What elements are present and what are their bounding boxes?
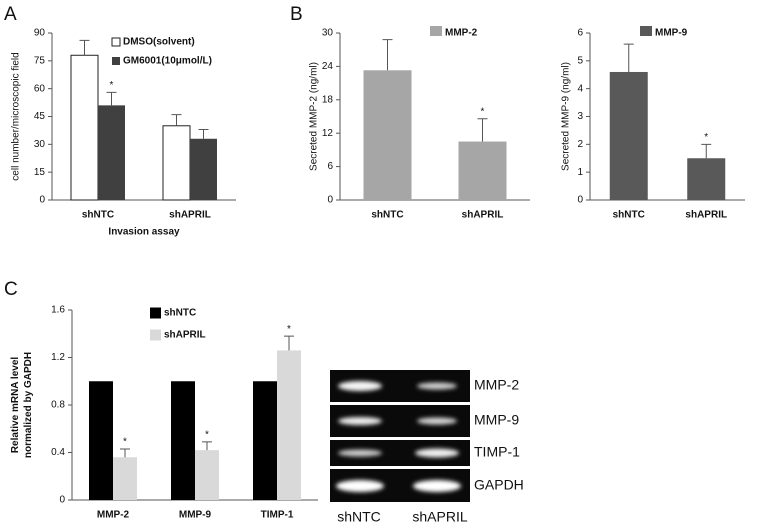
legend-label: MMP-2 [445, 28, 478, 39]
x-tick-label: shNTC [82, 210, 114, 221]
bar [113, 457, 137, 500]
bar [162, 125, 191, 201]
y-tick-label: 0.4 [51, 447, 65, 458]
panel-label: A [4, 4, 17, 25]
x-tick-label: TIMP-1 [261, 510, 294, 521]
y-tick-label: 30 [34, 139, 46, 150]
x-axis-label: Invasion assay [108, 227, 180, 238]
x-tick-label: shAPRIL [462, 210, 504, 221]
bar [98, 105, 125, 200]
y-tick-label: 12 [322, 128, 334, 139]
panel-label: C [4, 279, 18, 300]
y-tick-label: 6 [327, 161, 333, 172]
error-bar [198, 128, 209, 139]
y-axis-label: normalized by GAPDH [23, 352, 34, 458]
error-bar [202, 441, 212, 451]
bar [89, 381, 113, 500]
x-tick-label: shAPRIL [169, 210, 211, 221]
y-tick-label: 6 [577, 28, 583, 39]
y-tick-label: 1 [577, 167, 583, 178]
y-tick-label: 0.8 [51, 400, 65, 411]
legend-swatch [111, 37, 121, 47]
panel-label: B [290, 4, 303, 25]
y-tick-label: 4 [577, 83, 583, 94]
error-bar [382, 39, 393, 71]
legend-label: MMP-9 [655, 28, 688, 39]
significance-mark: * [205, 429, 209, 440]
y-tick-label: 0 [59, 495, 65, 506]
y-tick-label: 5 [577, 55, 583, 66]
gel-lane-label: shNTC [337, 509, 381, 525]
gel-band-label: MMP-9 [474, 412, 519, 428]
gel-image [330, 370, 470, 502]
legend-label: GM6001(10μmol/L) [123, 56, 212, 67]
gel-band-label: MMP-2 [474, 377, 519, 393]
bar [70, 54, 99, 201]
x-tick-label: shNTC [613, 210, 645, 221]
legend-swatch [150, 329, 161, 341]
significance-mark: * [287, 324, 291, 335]
error-bar [701, 143, 712, 159]
error-bar [477, 118, 488, 142]
bar [253, 381, 277, 500]
bar [277, 350, 301, 500]
legend-swatch [430, 26, 442, 36]
y-tick-label: 2 [577, 139, 583, 150]
y-tick-label: 15 [34, 167, 46, 178]
significance-mark: * [704, 132, 708, 143]
y-tick-label: 1.6 [51, 305, 65, 316]
x-tick-label: shNTC [371, 210, 403, 221]
significance-mark: * [481, 106, 485, 117]
error-bar [79, 39, 90, 56]
bar [687, 158, 726, 200]
gel-band-label: TIMP-1 [474, 444, 520, 460]
legend-swatch [112, 57, 120, 65]
y-axis-label: Secreted MMP-9 (ng/ml) [561, 62, 572, 171]
y-tick-label: 0 [577, 195, 583, 206]
significance-mark: * [123, 437, 127, 448]
y-tick-label: 1.2 [51, 352, 65, 363]
y-tick-label: 45 [34, 111, 46, 122]
bar [171, 381, 195, 500]
y-axis-label: cell number/microscopic field [11, 52, 22, 180]
error-bar [171, 114, 182, 126]
x-tick-label: shAPRIL [685, 210, 727, 221]
y-axis-label: Secreted MMP-2 (ng/ml) [309, 62, 320, 171]
y-tick-label: 75 [34, 55, 46, 66]
y-tick-label: 18 [322, 94, 334, 105]
error-bar [120, 448, 130, 458]
x-tick-label: MMP-2 [97, 510, 130, 521]
y-tick-label: 0 [327, 195, 333, 206]
significance-mark: * [110, 80, 114, 91]
y-tick-label: 24 [322, 61, 334, 72]
error-bar [623, 43, 634, 72]
y-tick-label: 30 [322, 28, 334, 39]
bar [609, 71, 648, 200]
bar [363, 70, 412, 201]
x-tick-label: MMP-9 [179, 510, 212, 521]
y-tick-label: 0 [39, 195, 45, 206]
bar [458, 141, 507, 200]
y-tick-label: 90 [34, 28, 46, 39]
legend-swatch [150, 307, 161, 319]
legend-label: DMSO(solvent) [123, 37, 195, 48]
y-axis-label: Relative mRNA level [10, 357, 21, 454]
y-tick-label: 60 [34, 83, 46, 94]
bar [195, 450, 219, 500]
error-bar [284, 335, 294, 351]
y-tick-label: 3 [577, 111, 583, 122]
error-bar [106, 91, 117, 106]
legend-swatch [640, 26, 652, 36]
bar [190, 138, 217, 200]
legend-label: shNTC [164, 308, 196, 319]
gel-lane-label: shAPRIL [412, 509, 467, 525]
legend-label: shAPRIL [164, 330, 206, 341]
gel-band-label: GAPDH [474, 477, 524, 493]
